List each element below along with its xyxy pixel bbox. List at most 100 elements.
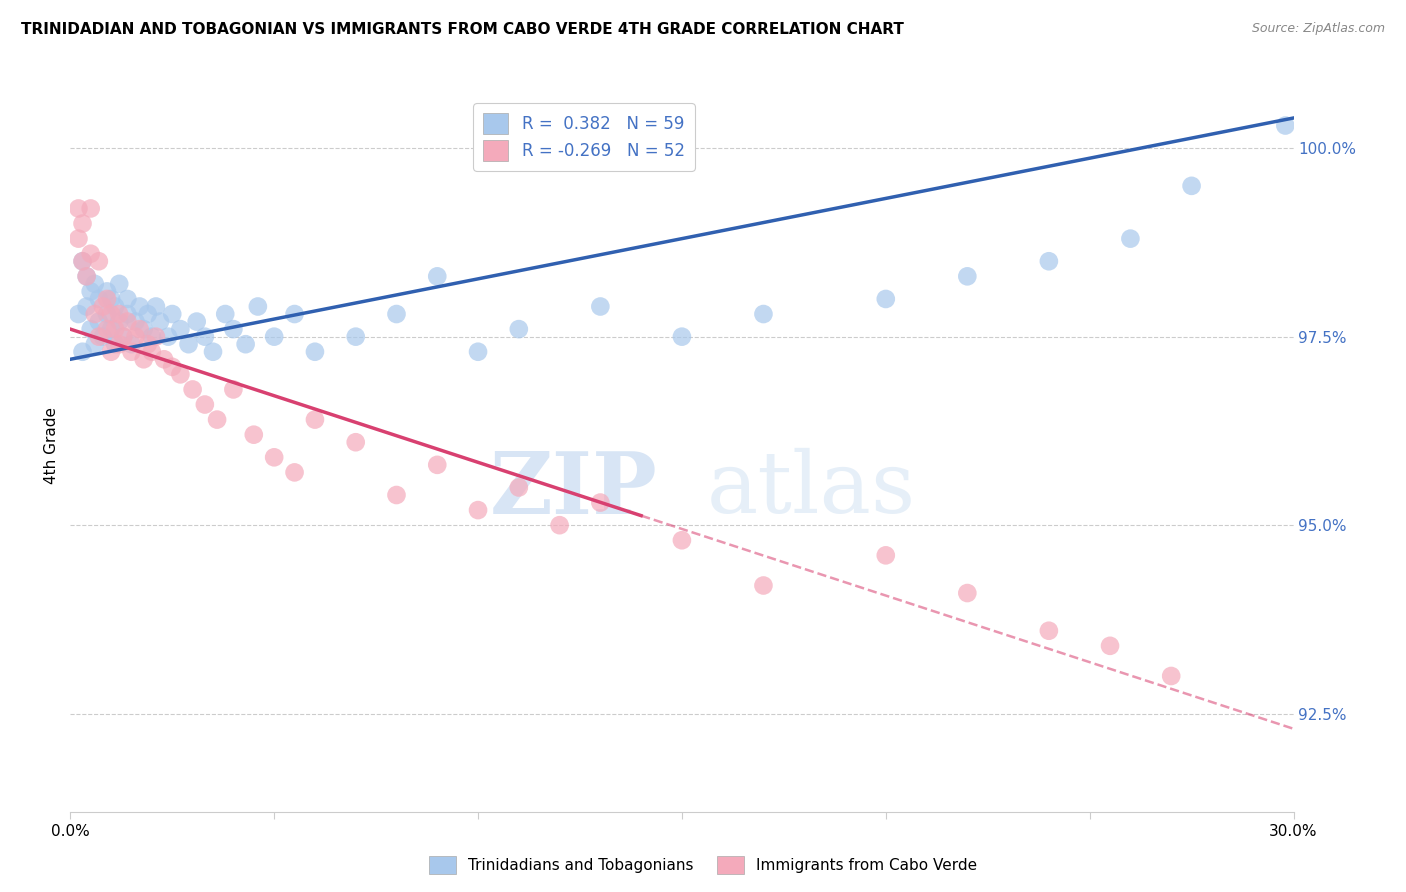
Point [671,533,693,548]
Point [169,322,191,336]
Point [87,254,110,268]
Point [83,337,105,351]
Point [222,322,245,336]
Point [157,329,180,343]
Point [304,344,326,359]
Text: atlas: atlas [706,449,915,532]
Point [141,344,163,359]
Point [124,315,146,329]
Point [263,329,285,343]
Point [79,322,103,336]
Point [671,329,693,343]
Point [1181,178,1204,193]
Point [83,307,105,321]
Point [222,383,245,397]
Point [426,269,449,284]
Point [1274,119,1296,133]
Point [752,578,775,592]
Point [128,300,150,314]
Point [141,329,163,343]
Y-axis label: 4th Grade: 4th Grade [44,408,59,484]
Point [79,246,103,260]
Point [87,292,110,306]
Point [96,292,118,306]
Point [104,322,127,336]
Text: Source: ZipAtlas.com: Source: ZipAtlas.com [1251,22,1385,36]
Point [246,300,269,314]
Point [1038,254,1060,268]
Point [108,307,131,321]
Point [385,307,408,321]
Text: ZIP: ZIP [489,448,658,532]
Point [177,337,200,351]
Point [875,549,897,563]
Point [91,329,114,343]
Point [426,458,449,472]
Point [467,503,489,517]
Point [100,307,122,321]
Point [956,269,979,284]
Point [136,307,159,321]
Point [104,337,127,351]
Point [385,488,408,502]
Text: TRINIDADIAN AND TOBAGONIAN VS IMMIGRANTS FROM CABO VERDE 4TH GRADE CORRELATION C: TRINIDADIAN AND TOBAGONIAN VS IMMIGRANTS… [21,22,904,37]
Point [145,329,167,343]
Point [589,495,612,509]
Point [121,337,143,351]
Point [752,307,775,321]
Point [117,292,139,306]
Point [112,329,135,343]
Point [72,217,94,231]
Point [100,292,122,306]
Point [79,285,103,299]
Point [149,315,172,329]
Point [100,344,122,359]
Point [508,480,530,494]
Point [96,322,118,336]
Point [79,202,103,216]
Point [344,435,367,450]
Point [186,315,208,329]
Point [956,586,979,600]
Point [87,315,110,329]
Point [124,329,146,343]
Point [67,307,90,321]
Point [121,344,143,359]
Point [67,232,90,246]
Point [162,359,183,374]
Point [112,329,135,343]
Point [145,300,167,314]
Point [128,322,150,336]
Point [76,269,98,284]
Point [136,337,159,351]
Point [181,383,204,397]
Point [132,322,155,336]
Point [96,307,118,321]
Point [117,315,139,329]
Point [194,329,217,343]
Point [235,337,257,351]
Point [467,344,489,359]
Point [91,300,114,314]
Legend: Trinidadians and Tobagonians, Immigrants from Cabo Verde: Trinidadians and Tobagonians, Immigrants… [422,850,984,880]
Point [1099,639,1122,653]
Point [194,398,217,412]
Point [304,412,326,426]
Point [96,285,118,299]
Point [169,368,191,382]
Point [104,300,127,314]
Point [87,329,110,343]
Legend: R =  0.382   N = 59, R = -0.269   N = 52: R = 0.382 N = 59, R = -0.269 N = 52 [474,103,695,170]
Point [214,307,236,321]
Point [1038,624,1060,638]
Point [72,254,94,268]
Point [72,254,94,268]
Point [100,322,122,336]
Point [108,337,131,351]
Point [108,315,131,329]
Point [875,292,897,306]
Point [508,322,530,336]
Point [243,427,266,442]
Point [72,344,94,359]
Point [589,300,612,314]
